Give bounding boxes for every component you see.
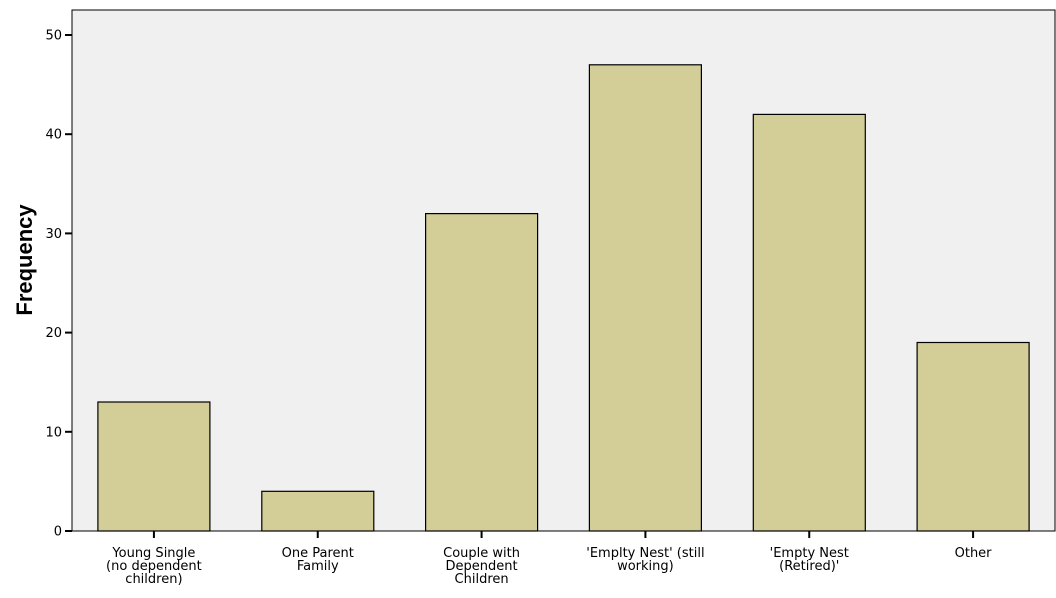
y-axis-title: Frequency [12,204,37,316]
x-category-label-1: One Parent Family [282,546,354,574]
x-category-label-2: Couple with Dependent Children [443,546,520,587]
x-category-label-0: Young Single (no dependent children) [106,546,202,587]
y-axis: 0 10 20 30 40 50 [45,10,73,540]
y-tick-label-3: 30 [45,227,62,242]
bar-5 [916,341,1030,532]
x-category-label-3: 'Emplty Nest' (still working) [586,546,704,574]
bar-2 [425,213,539,532]
y-tick-label-0: 0 [54,525,62,540]
x-category-label-5: Other [955,546,993,561]
plot-area [71,9,1056,532]
bar-4 [752,113,866,532]
y-tick-label-2: 20 [45,326,62,341]
y-tick-label-5: 50 [45,29,62,44]
bars-group [97,64,1030,532]
y-tick-label-4: 40 [45,128,62,143]
y-tick-label-1: 10 [45,425,62,440]
bar-3 [588,64,703,532]
bar-0 [97,401,211,532]
x-category-label-4: 'Empty Nest (Retired)' [770,546,849,574]
x-axis: Young Single (no dependent children) One Pa… [72,530,1055,587]
bar-1 [261,490,375,532]
